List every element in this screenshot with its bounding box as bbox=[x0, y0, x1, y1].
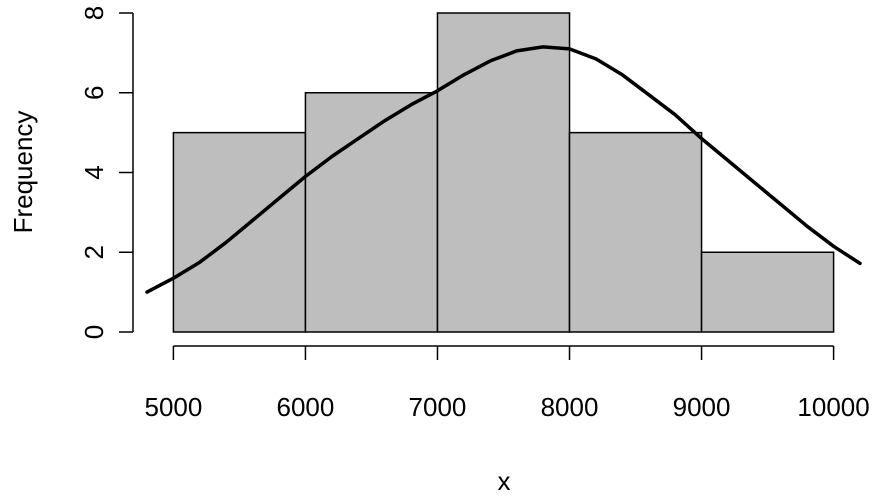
x-tick-label: 10000 bbox=[797, 392, 869, 422]
x-tick-label: 9000 bbox=[673, 392, 731, 422]
x-axis: 5000 6000 7000 8000 9000 10000 bbox=[144, 345, 870, 422]
x-tick-label: 6000 bbox=[277, 392, 335, 422]
y-axis-title: Frequency bbox=[8, 111, 38, 234]
y-tick-label: 2 bbox=[79, 245, 109, 259]
y-tick-label: 8 bbox=[79, 6, 109, 20]
y-tick-label: 0 bbox=[79, 325, 109, 339]
histogram-bars bbox=[172, 12, 835, 333]
x-tick-label: 8000 bbox=[541, 392, 599, 422]
x-tick-label: 7000 bbox=[409, 392, 467, 422]
x-axis-title: x bbox=[498, 466, 511, 496]
y-tick-label: 4 bbox=[79, 165, 109, 179]
histogram-bar-5 bbox=[700, 251, 835, 333]
density-curve-layer bbox=[145, 45, 862, 294]
x-tick-label: 5000 bbox=[144, 392, 202, 422]
density-curve bbox=[145, 45, 862, 294]
y-tick-label: 6 bbox=[79, 86, 109, 100]
y-axis: 0 2 4 6 8 bbox=[79, 6, 134, 339]
histogram-bar-4 bbox=[568, 131, 703, 333]
histogram-bar-3 bbox=[436, 12, 571, 333]
histogram-bar-2 bbox=[304, 92, 439, 333]
